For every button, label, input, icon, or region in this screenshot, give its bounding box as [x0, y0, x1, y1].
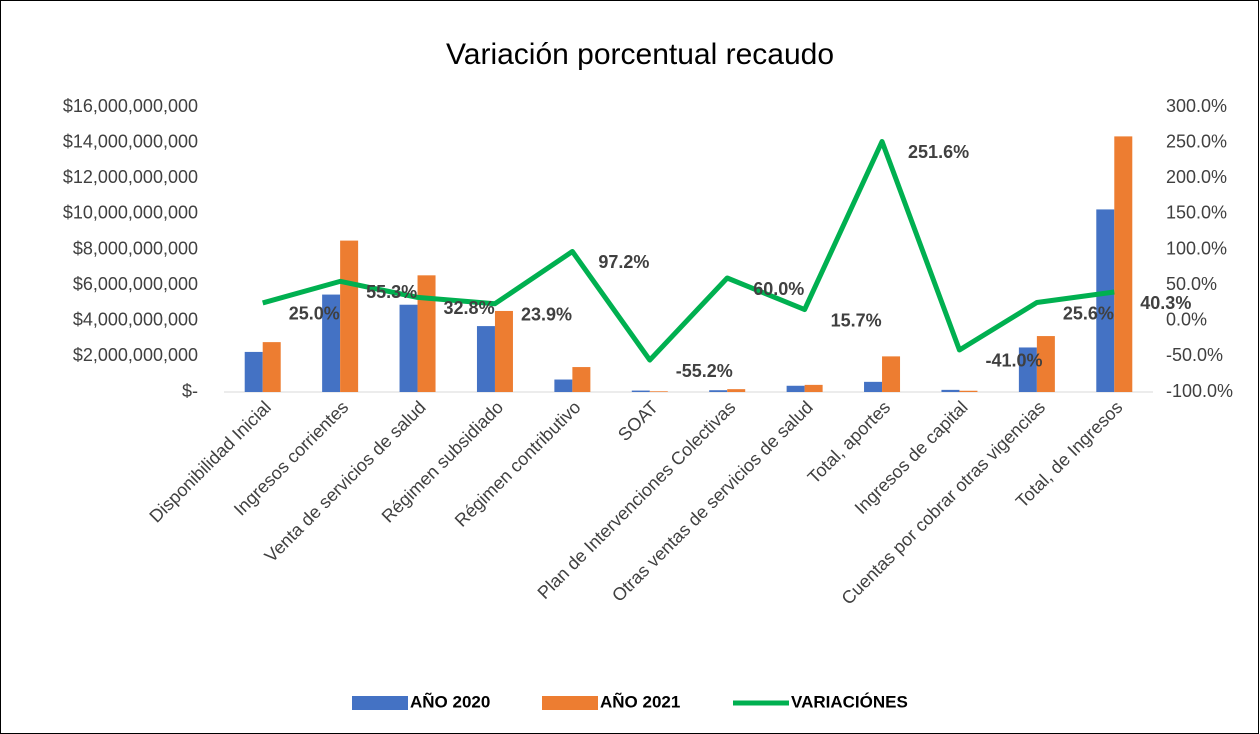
bar [959, 390, 978, 392]
legend-swatch [352, 696, 408, 710]
data-label: 251.6% [908, 142, 969, 162]
y2-tick-label: -50.0% [1166, 345, 1223, 365]
y-tick-label: $12,000,000,000 [63, 167, 198, 187]
data-label: 60.0% [753, 279, 804, 299]
legend-label: AÑO 2021 [600, 691, 680, 711]
data-label: -55.2% [676, 361, 733, 381]
y2-tick-label: 250.0% [1166, 131, 1227, 151]
bar [399, 304, 418, 392]
data-label: 25.0% [289, 304, 340, 324]
bar [631, 390, 650, 392]
data-label: 25.6% [1063, 303, 1114, 323]
y-tick-label: $2,000,000,000 [73, 345, 198, 365]
chart-title: Variación porcentual recaudo [446, 38, 834, 71]
bar [476, 326, 495, 392]
data-label: 32.8% [444, 298, 495, 318]
y-tick-label: $6,000,000,000 [73, 274, 198, 294]
y2-tick-label: 100.0% [1166, 238, 1227, 258]
y2-tick-label: 0.0% [1166, 310, 1207, 330]
legend-label: VARIACIÓNES [791, 692, 908, 711]
bar [1036, 336, 1055, 392]
bar [322, 294, 341, 392]
bar [1096, 209, 1115, 392]
y2-tick-label: -100.0% [1166, 381, 1233, 401]
bar [882, 356, 901, 392]
data-label: 97.2% [598, 252, 649, 272]
data-label: 55.3% [366, 282, 417, 302]
bar [864, 381, 883, 392]
bar [554, 379, 573, 392]
bar [649, 391, 668, 392]
y-tick-label: $4,000,000,000 [73, 310, 198, 330]
y-tick-label: $14,000,000,000 [63, 131, 198, 151]
bar [709, 390, 728, 392]
bar [572, 367, 591, 392]
y2-tick-label: 50.0% [1166, 274, 1217, 294]
y-tick-label: $16,000,000,000 [63, 96, 198, 116]
bar [1018, 347, 1037, 392]
data-label: -41.0% [985, 351, 1042, 371]
y-tick-label: $8,000,000,000 [73, 238, 198, 258]
data-label: 40.3% [1140, 293, 1191, 313]
bar [727, 389, 746, 392]
bar [340, 240, 359, 392]
legend-swatch [542, 696, 598, 710]
y2-tick-label: 200.0% [1166, 167, 1227, 187]
bar [417, 275, 436, 392]
y-tick-label: $10,000,000,000 [63, 203, 198, 223]
legend-label: AÑO 2020 [410, 691, 490, 711]
bar [941, 389, 960, 392]
bar [804, 384, 823, 392]
line [262, 138, 1115, 363]
bar [244, 351, 263, 392]
bar [262, 342, 281, 392]
y2-tick-label: 300.0% [1166, 96, 1227, 116]
data-label: 23.9% [521, 304, 572, 324]
data-label: 15.7% [831, 310, 882, 330]
y-tick-label: $- [182, 381, 198, 401]
y2-tick-label: 150.0% [1166, 203, 1227, 223]
bar [494, 310, 513, 392]
bar [786, 385, 805, 392]
bar [1114, 136, 1133, 392]
